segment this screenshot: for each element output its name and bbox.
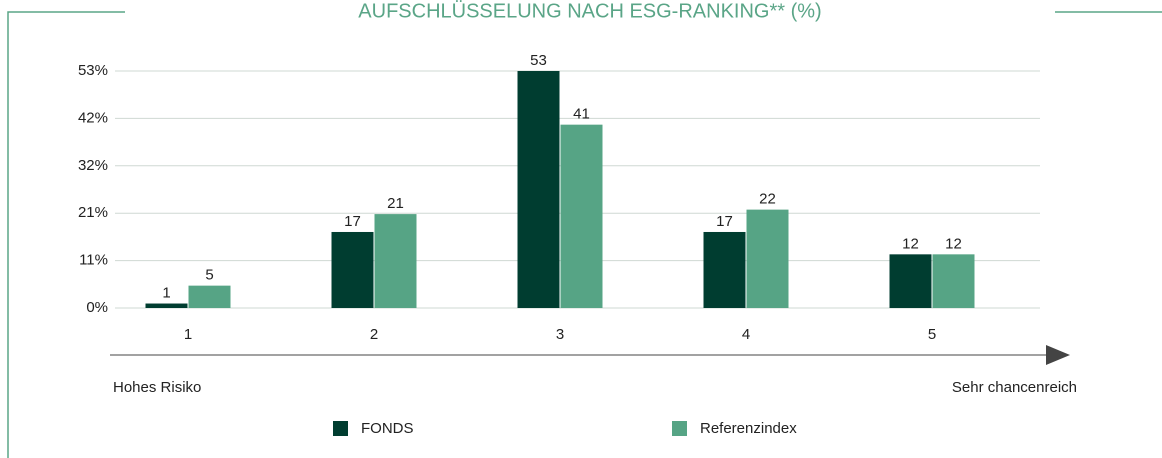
legend-label: Referenzindex xyxy=(700,420,797,437)
bar xyxy=(374,214,417,308)
bar xyxy=(746,209,789,308)
x-tick-label: 2 xyxy=(370,326,378,343)
data-label: 41 xyxy=(573,106,590,123)
data-label: 17 xyxy=(344,213,361,230)
bar xyxy=(932,254,975,308)
x-tick-label: 3 xyxy=(556,326,564,343)
bar xyxy=(517,71,560,308)
annotation: Hohes Risiko xyxy=(113,379,201,396)
bar xyxy=(560,124,603,309)
annotation: Sehr chancenreich xyxy=(952,379,1077,396)
legend-swatch xyxy=(333,421,348,436)
chart-title: AUFSCHLÜSSELUNG NACH ESG-RANKING** (%) xyxy=(358,0,821,22)
x-tick-label: 4 xyxy=(742,326,750,343)
frame xyxy=(7,11,125,458)
legend-label: FONDS xyxy=(361,420,414,437)
x-tick-label: 1 xyxy=(184,326,192,343)
data-label: 1 xyxy=(162,284,170,301)
data-label: 5 xyxy=(205,267,213,284)
y-tick-label: 21% xyxy=(78,204,108,221)
y-tick-label: 0% xyxy=(86,299,108,316)
bar xyxy=(145,303,188,308)
y-tick-label: 42% xyxy=(78,109,108,126)
y-tick-label: 53% xyxy=(78,62,108,79)
data-label: 53 xyxy=(530,52,547,69)
data-label: 22 xyxy=(759,191,776,208)
y-tick-label: 32% xyxy=(78,157,108,174)
x-tick-label: 5 xyxy=(928,326,936,343)
bar xyxy=(331,231,374,308)
arrow-head xyxy=(1046,345,1070,365)
data-label: 17 xyxy=(716,213,733,230)
legend-swatch xyxy=(672,421,687,436)
data-label: 21 xyxy=(387,195,404,212)
y-tick-label: 11% xyxy=(79,252,108,269)
bar xyxy=(889,254,932,308)
bar xyxy=(703,231,746,308)
data-label: 12 xyxy=(945,235,962,252)
bar xyxy=(188,285,231,308)
data-label: 12 xyxy=(902,235,919,252)
